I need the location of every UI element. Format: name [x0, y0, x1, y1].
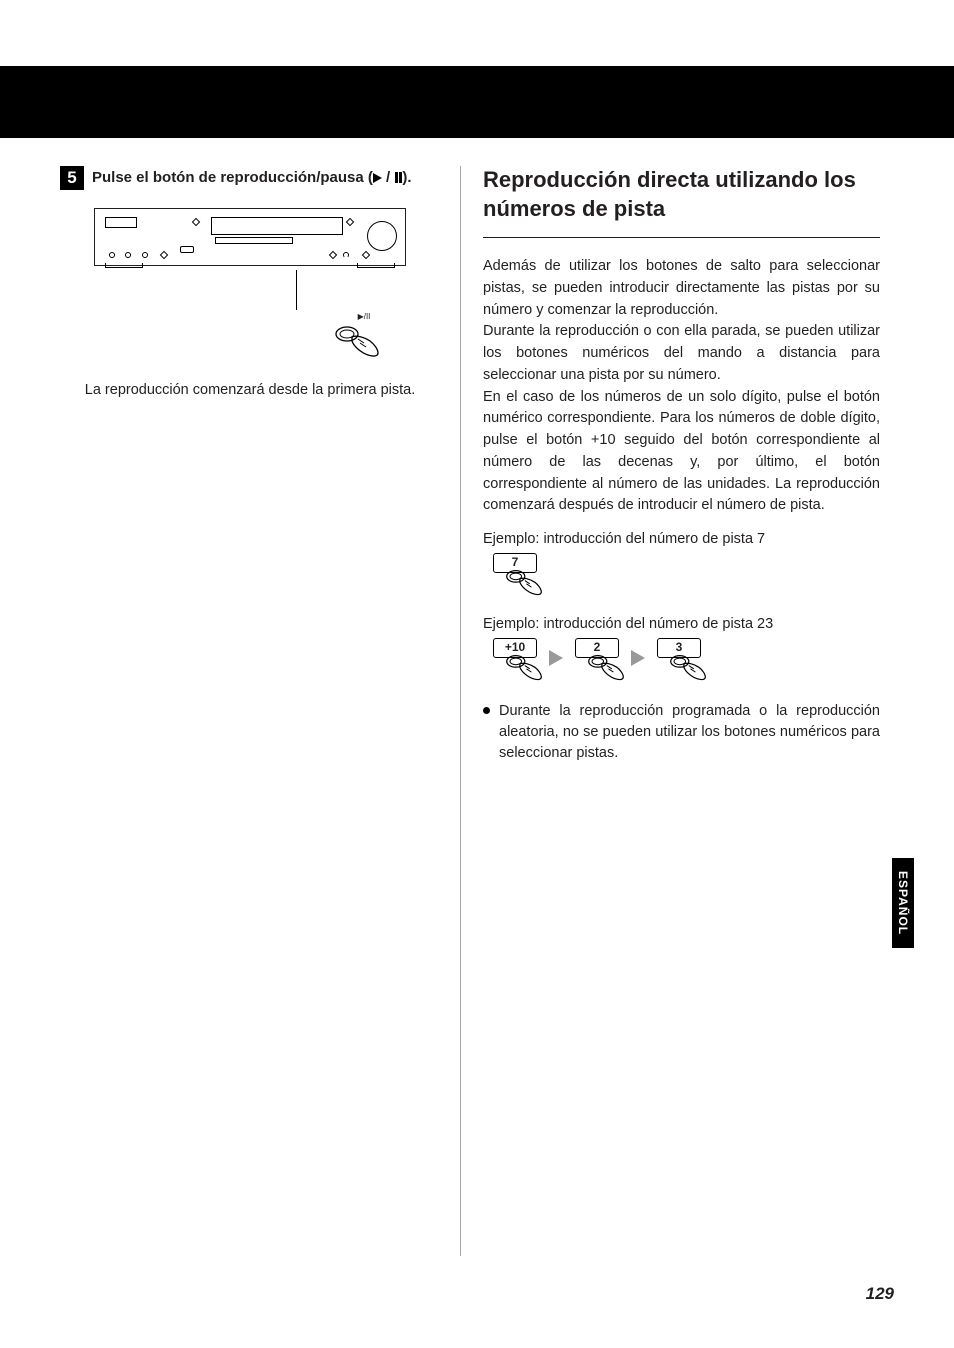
device-outline: [94, 208, 406, 266]
step-text-after: ).: [402, 169, 411, 186]
device-dot: [142, 252, 148, 258]
section-title: Reproducción directa utilizando los núme…: [483, 166, 880, 223]
section-title-container: Reproducción directa utilizando los núme…: [483, 166, 880, 238]
paragraph: Además de utilizar los botones de salto …: [483, 256, 880, 321]
numeric-key-3: 3: [657, 638, 701, 658]
header-black-band: [0, 66, 954, 138]
key-group: 2: [569, 638, 625, 687]
device-dot: [109, 252, 115, 258]
device-diamond: [362, 251, 370, 259]
numeric-key-7: 7: [493, 553, 537, 573]
key-group: 7: [487, 553, 543, 602]
paragraph: En el caso de los números de un solo díg…: [483, 387, 880, 518]
paragraph: Durante la reproducción o con ella parad…: [483, 321, 880, 386]
right-column: Reproducción directa utilizando los núme…: [460, 166, 880, 1256]
device-diamond: [160, 251, 168, 259]
device-controls-right: [327, 246, 372, 264]
press-hand-icon: [505, 654, 543, 687]
device-indicator: [346, 218, 354, 226]
step-instruction: Pulse el botón de reproducción/pausa ( /…: [92, 169, 412, 187]
press-hand-icon: [587, 654, 625, 687]
example-2-keys: +10 2: [487, 638, 880, 687]
step-number-badge: 5: [60, 166, 84, 190]
example-label: Ejemplo: introducción del número de pist…: [483, 531, 880, 547]
play-icon: [373, 173, 382, 183]
bullet-note: Durante la reproducción programada o la …: [483, 701, 880, 764]
device-foot-right: [357, 263, 395, 268]
press-hand-icon: [505, 569, 543, 602]
device-tray: [105, 217, 137, 228]
device-dot: [125, 252, 131, 258]
content-area: 5 Pulse el botón de reproducción/pausa (…: [60, 166, 894, 1256]
arrow-right-icon: [631, 650, 645, 666]
example-label: Ejemplo: introducción del número de pist…: [483, 616, 880, 632]
language-tab: ESPAÑOL: [892, 858, 914, 948]
device-display-inner: [215, 237, 293, 244]
press-hand-icon: [669, 654, 707, 687]
example-1-keys: 7: [487, 553, 880, 602]
left-column: 5 Pulse el botón de reproducción/pausa (…: [60, 166, 460, 1256]
step-result-text: La reproducción comenzará desde la prime…: [60, 382, 440, 398]
page-number: 129: [866, 1284, 894, 1304]
step-row: 5 Pulse el botón de reproducción/pausa (…: [60, 166, 440, 190]
key-group: 3: [651, 638, 707, 687]
numeric-key-plus10: +10: [493, 638, 537, 658]
device-controls-left: [109, 246, 170, 264]
pointer-line: [296, 270, 297, 310]
device-illustration: ▶/II: [60, 208, 440, 364]
numeric-key-2: 2: [575, 638, 619, 658]
press-hand-icon: [274, 325, 440, 364]
device-slot: [180, 246, 194, 253]
arrow-right-icon: [549, 650, 563, 666]
key-group: +10: [487, 638, 543, 687]
step-text-before: Pulse el botón de reproducción/pausa (: [92, 169, 373, 186]
play-pause-mini-label: ▶/II: [288, 312, 440, 321]
device-play-button-icon: [343, 252, 349, 258]
device-diamond: [329, 251, 337, 259]
device-display: [211, 217, 343, 235]
device-indicator: [192, 218, 200, 226]
